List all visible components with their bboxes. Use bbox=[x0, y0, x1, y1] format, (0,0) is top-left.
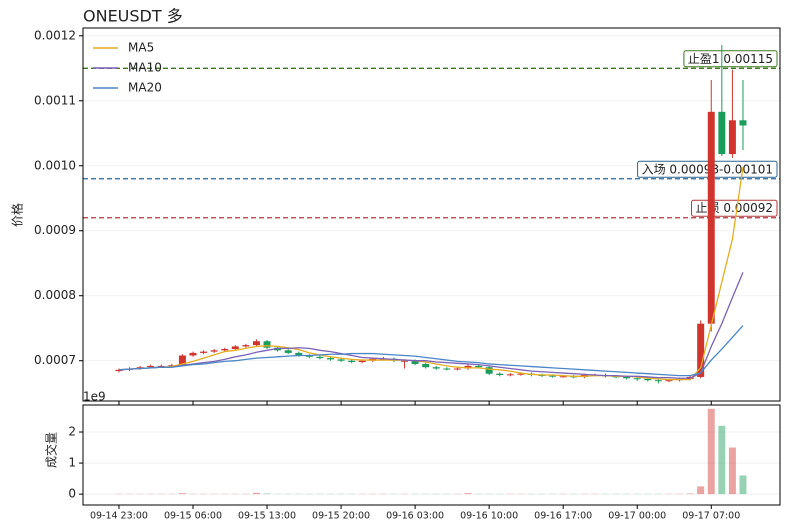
candle-body bbox=[475, 365, 483, 368]
candle-body bbox=[422, 363, 430, 368]
candle-body bbox=[284, 350, 292, 353]
candle-body bbox=[115, 369, 123, 372]
legend-label: MA10 bbox=[128, 61, 162, 75]
x-tick-label: 09-17 07:00 bbox=[682, 511, 740, 522]
x-tick-label: 09-16 03:00 bbox=[386, 511, 444, 522]
level-label-text: 入场 0.00098-0.00101 bbox=[642, 162, 773, 176]
y-tick-label: 0.0010 bbox=[34, 158, 76, 172]
plot-frame bbox=[82, 27, 781, 402]
candle-body bbox=[168, 365, 176, 367]
candle-body bbox=[252, 341, 260, 346]
candle-body bbox=[485, 367, 493, 374]
candle-body bbox=[147, 365, 155, 368]
y-tick-label: 0.0007 bbox=[34, 353, 76, 367]
ma-line bbox=[118, 166, 744, 381]
legend-label: MA5 bbox=[128, 41, 154, 55]
y-axis-label: 价格 bbox=[10, 203, 25, 227]
y-tick-label: 2 bbox=[68, 425, 76, 439]
legend-label: MA20 bbox=[128, 81, 162, 95]
candle-body bbox=[401, 360, 409, 362]
x-tick-label: 09-14 23:00 bbox=[90, 511, 148, 522]
candle-body bbox=[263, 341, 271, 348]
x-tick-label: 09-15 13:00 bbox=[238, 511, 296, 522]
y-tick-label: 0.0011 bbox=[34, 93, 76, 107]
volume-bar bbox=[707, 408, 715, 495]
candle-body bbox=[189, 352, 197, 356]
candle-body bbox=[517, 373, 525, 375]
ma-line bbox=[118, 272, 744, 379]
chart-title: ONEUSDT 多 bbox=[83, 7, 183, 26]
candle-body bbox=[327, 358, 334, 360]
candle-body bbox=[739, 120, 747, 126]
candle-body bbox=[210, 350, 218, 352]
candle-body bbox=[337, 359, 345, 361]
volume-bar bbox=[263, 493, 271, 495]
volume-offset-label: 1e9 bbox=[83, 390, 106, 404]
candle-body bbox=[697, 323, 705, 377]
candle-body bbox=[358, 360, 366, 363]
level-label: 入场 0.00098-0.00101 bbox=[637, 160, 778, 178]
candle-body bbox=[728, 120, 736, 155]
candle-body bbox=[432, 367, 440, 369]
volume-bar bbox=[252, 492, 260, 495]
candle-body bbox=[633, 378, 641, 380]
x-tick-label: 09-16 10:00 bbox=[460, 511, 518, 522]
volume-bar bbox=[686, 493, 694, 495]
candle-body bbox=[644, 378, 652, 381]
level-label-box bbox=[683, 50, 778, 68]
volume-bar bbox=[178, 493, 186, 495]
y-tick-label: 0.0009 bbox=[34, 223, 76, 237]
candle-body bbox=[707, 111, 715, 324]
candle-body bbox=[559, 376, 567, 378]
candle-body bbox=[231, 346, 239, 350]
y-tick-label: 0.0008 bbox=[34, 288, 76, 302]
y-tick-label: 1 bbox=[68, 456, 76, 470]
candle-body bbox=[411, 360, 419, 364]
candle-body bbox=[623, 376, 631, 379]
candle-body bbox=[718, 111, 726, 155]
volume-bar bbox=[728, 447, 736, 495]
ma-line bbox=[118, 325, 744, 377]
candle-body bbox=[178, 355, 186, 366]
candle-body bbox=[295, 352, 303, 356]
candle-body bbox=[506, 374, 514, 376]
level-label-text: 止盈1 0.00115 bbox=[688, 52, 773, 66]
candle-body bbox=[157, 365, 165, 367]
y-tick-label: 0.0012 bbox=[34, 28, 76, 42]
volume-frame bbox=[82, 404, 781, 506]
candle-body bbox=[316, 356, 324, 359]
x-tick-label: 09-16 17:00 bbox=[534, 511, 592, 522]
candle-body bbox=[443, 368, 451, 370]
candle-body bbox=[496, 373, 504, 376]
candle-body bbox=[221, 349, 229, 351]
level-label-text: 止损 0.00092 bbox=[696, 201, 773, 215]
x-tick-label: 09-15 06:00 bbox=[164, 511, 222, 522]
candle-body bbox=[453, 368, 461, 370]
volume-bar bbox=[739, 475, 747, 495]
volume-axis-label: 成交量 bbox=[44, 432, 59, 468]
y-tick-label: 0 bbox=[68, 487, 76, 501]
candle-body bbox=[200, 351, 208, 353]
volume-bar bbox=[697, 486, 705, 495]
candle-body bbox=[549, 375, 557, 377]
candle-body bbox=[654, 380, 662, 382]
candle-body bbox=[242, 345, 250, 347]
x-tick-label: 09-17 00:00 bbox=[608, 511, 666, 522]
volume-bar bbox=[464, 493, 472, 495]
x-tick-label: 09-15 20:00 bbox=[312, 511, 370, 522]
volume-bar bbox=[718, 425, 726, 495]
candle-body bbox=[348, 360, 356, 363]
level-label: 止损 0.00092 bbox=[691, 199, 778, 217]
level-label: 止盈1 0.00115 bbox=[683, 50, 778, 68]
candle-body bbox=[665, 380, 673, 382]
